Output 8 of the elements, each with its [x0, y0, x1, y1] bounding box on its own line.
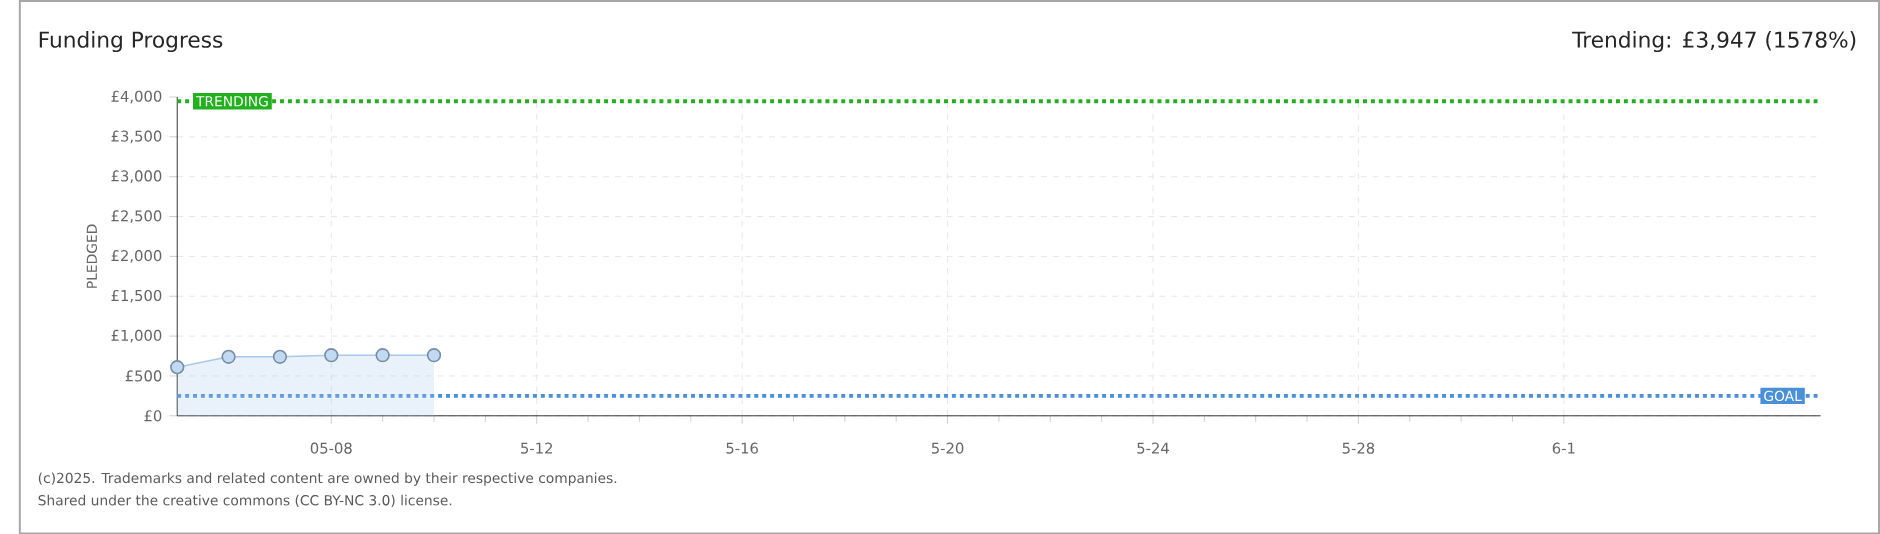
chart-title: Funding Progress	[39, 30, 223, 52]
chart-subtitle: Trending: £3,947 (1578%)	[1572, 30, 1856, 52]
point	[221, 349, 236, 364]
point	[324, 347, 339, 363]
point	[426, 347, 442, 363]
point	[170, 359, 185, 375]
point	[272, 349, 288, 364]
point	[375, 347, 390, 363]
